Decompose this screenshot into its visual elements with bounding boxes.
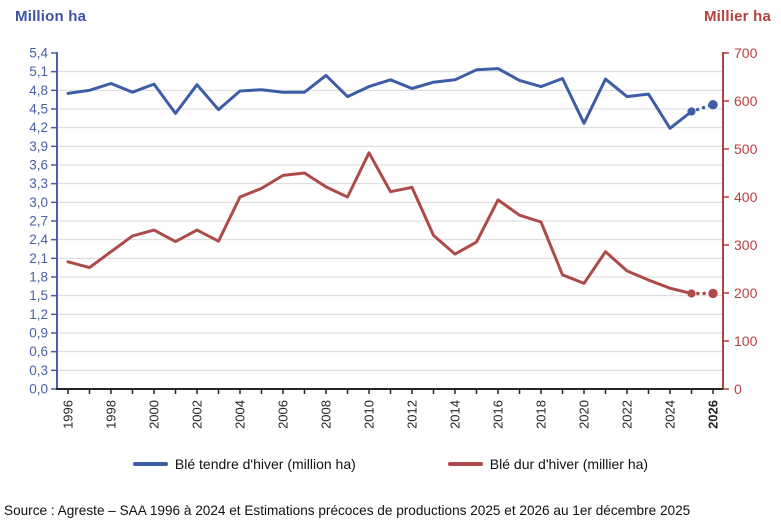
gridlines <box>57 71 723 371</box>
left-axis-tick-label: 0,0 <box>29 382 48 397</box>
right-axis-tick-label: 100 <box>734 333 758 349</box>
legend-label-ble-dur: Blé dur d'hiver (millier ha) <box>489 456 649 472</box>
left-axis-tick-label: 1,8 <box>29 270 48 285</box>
left-axis-tick-label: 5,1 <box>29 64 48 79</box>
left-axis-tick-label: 0,9 <box>29 326 48 341</box>
x-axis-tick-label: 2020 <box>577 400 592 429</box>
estimate-point-marker <box>687 107 696 116</box>
right-axis-tick-label: 600 <box>734 93 758 109</box>
right-axis-tick-label: 700 <box>734 45 758 61</box>
x-axis-tick-label: 2026 <box>706 400 721 429</box>
series-ble-tendre <box>66 67 718 130</box>
legend-line-swatch-blue-icon <box>132 462 168 466</box>
x-axis: 1996 1998 2000 2002 2004 2006 2008 2010 2012 2014… <box>56 388 723 429</box>
left-axis-tick-label: 2,4 <box>29 232 48 247</box>
x-axis-tick-label: 2012 <box>405 400 420 429</box>
x-axis-tick-label: 2022 <box>620 400 635 429</box>
left-axis-tick-label: 2,1 <box>29 251 48 266</box>
right-axis-tick-label: 0 <box>734 381 742 397</box>
left-axis-tick-label: 5,4 <box>29 46 48 61</box>
right-axis: 700 600 500 400 300 200 100 0 <box>722 45 758 397</box>
chart-legend: Blé tendre d'hiver (million ha) Blé dur … <box>0 456 781 472</box>
estimate-point-marker <box>708 99 718 110</box>
x-axis-tick-label: 2002 <box>190 400 205 429</box>
x-axis-tick-label: 2010 <box>362 400 377 429</box>
right-axis-title: Millier ha <box>703 8 771 25</box>
left-axis-title: Million ha <box>15 8 87 25</box>
legend-item-ble-tendre: Blé tendre d'hiver (million ha) <box>132 456 356 472</box>
series-ble-dur <box>66 151 718 299</box>
left-axis-tick-label: 1,2 <box>29 307 48 322</box>
left-axis-tick-label: 0,3 <box>29 363 48 378</box>
left-axis-tick-label: 4,8 <box>29 83 48 98</box>
right-axis-tick-label: 200 <box>734 285 758 301</box>
x-axis-tick-label: 2000 <box>147 400 162 429</box>
legend-label-ble-tendre: Blé tendre d'hiver (million ha) <box>174 456 356 472</box>
estimate-point-marker <box>687 289 696 298</box>
right-axis-tick-label: 300 <box>734 237 758 253</box>
left-axis-tick-label: 1,5 <box>29 288 48 303</box>
x-axis-tick-label: 1998 <box>104 400 119 429</box>
x-axis-tick-label: 2024 <box>663 400 678 429</box>
left-axis-tick-label: 3,6 <box>29 158 48 173</box>
left-axis-tick-label: 4,5 <box>29 102 48 117</box>
left-axis-tick-label: 4,2 <box>29 120 48 135</box>
x-axis-tick-label: 2018 <box>534 400 549 429</box>
x-axis-tick-label: 2008 <box>319 400 334 429</box>
left-axis-tick-label: 3,0 <box>29 195 48 210</box>
left-axis: 5,4 5,1 4,8 4,5 4,2 3,9 3,6 3,3 3,0 2,7 2,4 2,1 1,8 1… <box>29 46 58 397</box>
estimate-point-marker <box>708 288 718 299</box>
x-axis-tick-label: 1996 <box>61 400 76 429</box>
legend-item-ble-dur: Blé dur d'hiver (millier ha) <box>447 456 649 472</box>
chart-canvas: 5,4 5,1 4,8 4,5 4,2 3,9 3,6 3,3 3,0 2,7 2,4 2,1 1,8 1… <box>29 45 758 429</box>
right-axis-tick-label: 400 <box>734 189 758 205</box>
x-axis-tick-label: 2006 <box>276 400 291 429</box>
left-axis-tick-label: 3,9 <box>29 139 48 154</box>
x-axis-tick-label: 2016 <box>491 400 506 429</box>
left-axis-tick-label: 2,7 <box>29 214 48 229</box>
x-axis-tick-label: 2014 <box>448 400 463 429</box>
left-axis-tick-label: 0,6 <box>29 344 48 359</box>
left-axis-tick-label: 3,3 <box>29 176 48 191</box>
legend-line-swatch-red-icon <box>447 462 483 466</box>
source-text: Source : Agreste – SAA 1996 à 2024 et Es… <box>4 503 691 518</box>
right-axis-tick-label: 500 <box>734 141 758 157</box>
x-axis-tick-label: 2004 <box>233 400 248 429</box>
